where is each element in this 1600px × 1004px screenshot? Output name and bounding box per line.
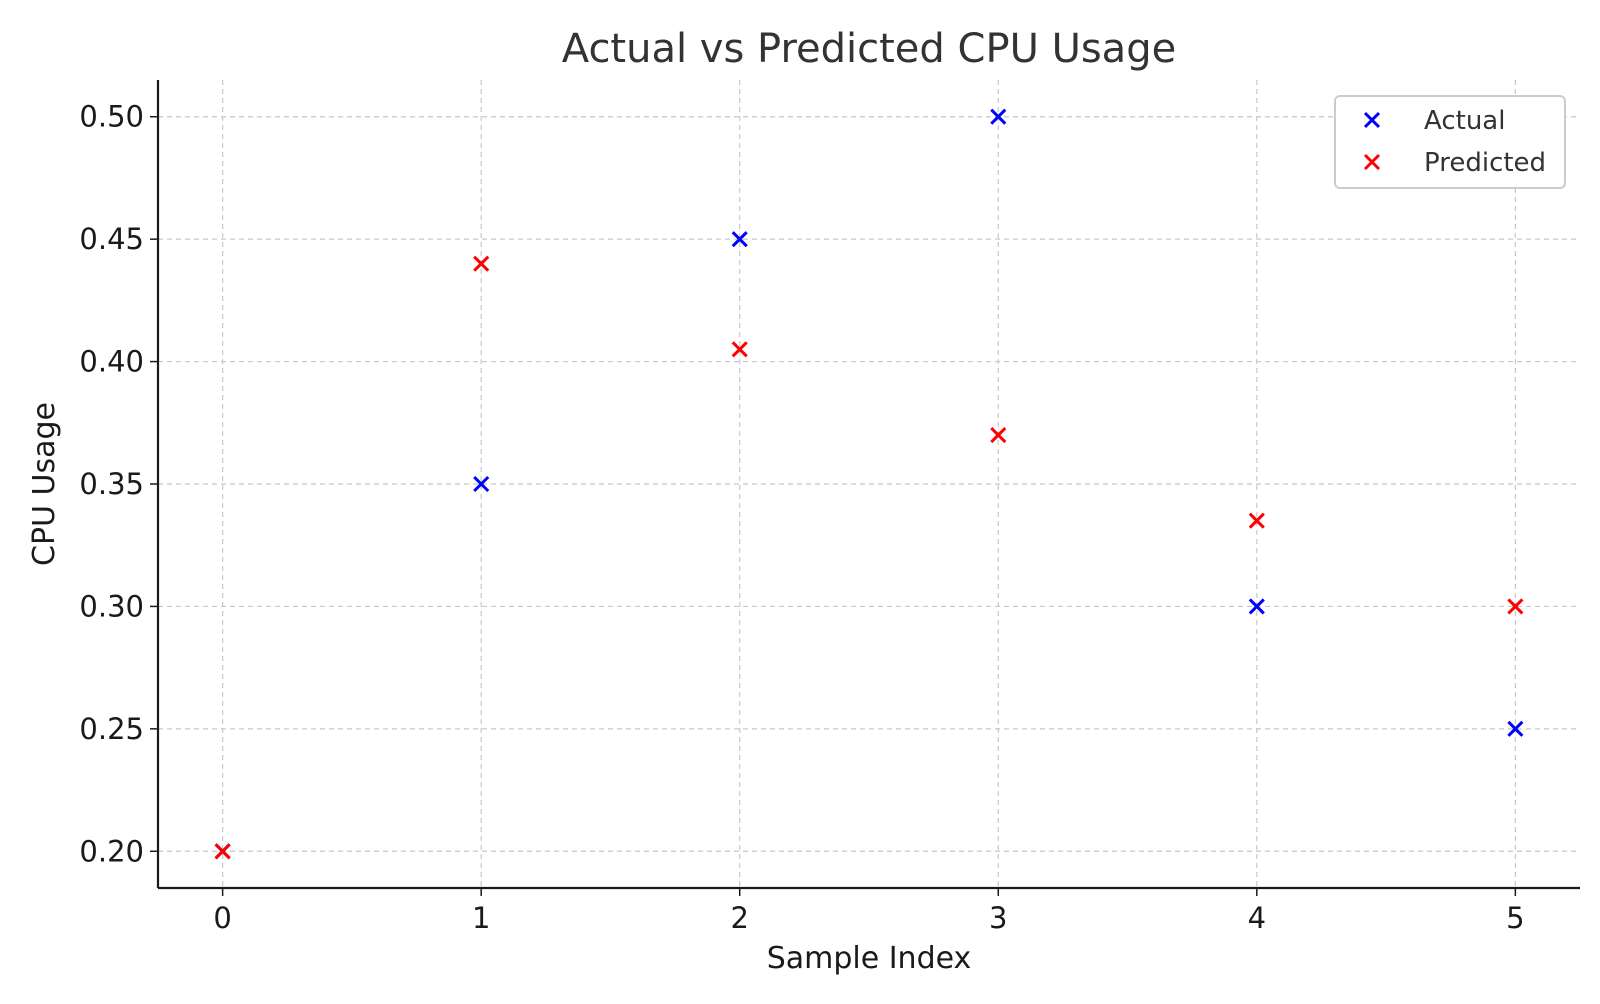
marker-stroke [731, 341, 748, 358]
marker-stroke [1363, 153, 1381, 171]
legend: Actual Predicted [1334, 95, 1566, 189]
marker-stroke [1248, 598, 1265, 615]
y-tick-label: 0.35 [79, 467, 144, 501]
y-tick-label: 0.20 [79, 834, 144, 868]
actual-point [1507, 720, 1524, 737]
data-points [214, 108, 1524, 860]
marker-stroke [214, 843, 231, 860]
marker-stroke [990, 108, 1007, 125]
x-axis-label: Sample Index [767, 941, 972, 976]
y-ticks: 0.20 0.25 0.30 0.35 0.40 0.45 0.50 [79, 100, 158, 868]
predicted-point [990, 426, 1007, 444]
legend-label-actual: Actual [1424, 106, 1505, 136]
y-tick-label: 0.25 [79, 712, 144, 746]
x-tick-label: 2 [731, 901, 749, 935]
x-tick-label: 4 [1248, 901, 1266, 935]
legend-marker-symbol [1363, 153, 1381, 171]
x-tick-label: 5 [1506, 901, 1524, 935]
legend-marker-actual [1363, 111, 1381, 129]
y-tick-label: 0.40 [79, 345, 144, 379]
legend-marker-predicted [1363, 153, 1381, 171]
x-tick-label: 1 [472, 901, 490, 935]
predicted-point [731, 341, 748, 358]
y-tick-label: 0.45 [79, 222, 144, 256]
marker-stroke [1363, 111, 1381, 129]
predicted-point [1507, 598, 1524, 615]
y-tick-label: 0.30 [79, 589, 144, 623]
marker-stroke [990, 426, 1007, 444]
actual-point [990, 108, 1007, 125]
chart-title: Actual vs Predicted CPU Usage [562, 26, 1176, 72]
actual-point [473, 475, 490, 493]
predicted-point [214, 843, 231, 860]
y-axis-label: CPU Usage [27, 402, 62, 566]
marker-stroke [473, 255, 490, 272]
marker-stroke [1507, 598, 1524, 615]
legend-marker-symbol [1363, 111, 1381, 129]
predicted-point [473, 255, 490, 272]
y-tick-label: 0.50 [79, 100, 144, 134]
legend-box [1334, 95, 1566, 189]
marker-stroke [473, 475, 490, 493]
grid [158, 80, 1580, 888]
actual-point [1248, 598, 1265, 615]
x-ticks: 0 1 2 3 4 5 [213, 888, 1525, 935]
legend-label-predicted: Predicted [1424, 148, 1546, 178]
marker-stroke [1507, 720, 1524, 737]
marker-stroke [1248, 512, 1265, 529]
actual-point [731, 231, 748, 248]
x-tick-label: 0 [213, 901, 231, 935]
x-tick-label: 3 [989, 901, 1007, 935]
marker-stroke [731, 231, 748, 248]
predicted-point [1248, 512, 1265, 529]
